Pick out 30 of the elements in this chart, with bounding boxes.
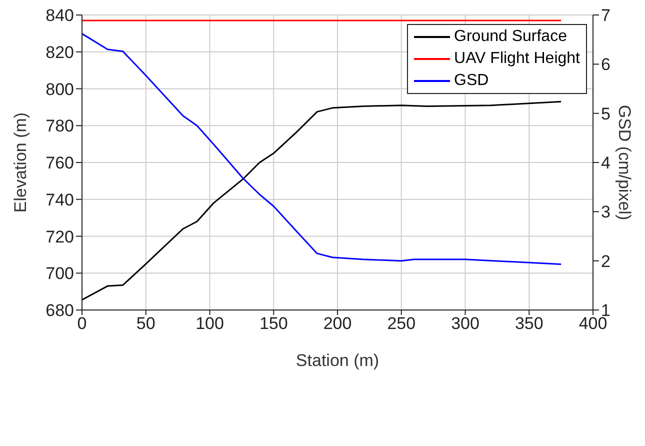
y-tick-label: 800 — [46, 80, 74, 99]
y2-tick-label: 5 — [601, 104, 610, 124]
x-tick-label: 200 — [323, 314, 352, 334]
x-tick-label: 0 — [77, 314, 87, 334]
x-tick-label: 250 — [387, 314, 416, 334]
x-tick-label: 50 — [136, 314, 156, 334]
y-tick-label: 780 — [46, 116, 74, 136]
y-tick-label: 760 — [46, 154, 74, 173]
y-tick-label: 740 — [46, 190, 74, 210]
legend-label: Ground Surface — [454, 27, 567, 47]
x-tick-label: 100 — [196, 314, 224, 334]
y-tick-label: 700 — [46, 264, 74, 284]
legend-label: GSD — [454, 71, 489, 91]
legend-label: UAV Flight Height — [454, 49, 580, 69]
x-tick-label: 350 — [514, 314, 544, 334]
y2-axis-title: GSD (cm/pixel) — [614, 104, 634, 220]
y2-tick-label: 4 — [601, 154, 610, 173]
y2-tick-label: 3 — [601, 202, 610, 222]
x-tick-label: 300 — [451, 314, 480, 334]
y2-tick-label: 7 — [601, 6, 610, 26]
y-tick-label: 820 — [46, 42, 74, 62]
y-tick-label: 720 — [46, 227, 74, 246]
line-series — [82, 100, 562, 301]
y-axis-title: Elevation (m) — [11, 112, 30, 213]
y2-tick-label: 6 — [601, 55, 610, 74]
x-tick-label: 150 — [259, 314, 288, 334]
y2-tick-label: 2 — [601, 252, 610, 271]
y-tick-label: 840 — [46, 6, 74, 26]
y-tick-label: 680 — [46, 301, 74, 320]
x-axis-title: Station (m) — [296, 351, 380, 370]
